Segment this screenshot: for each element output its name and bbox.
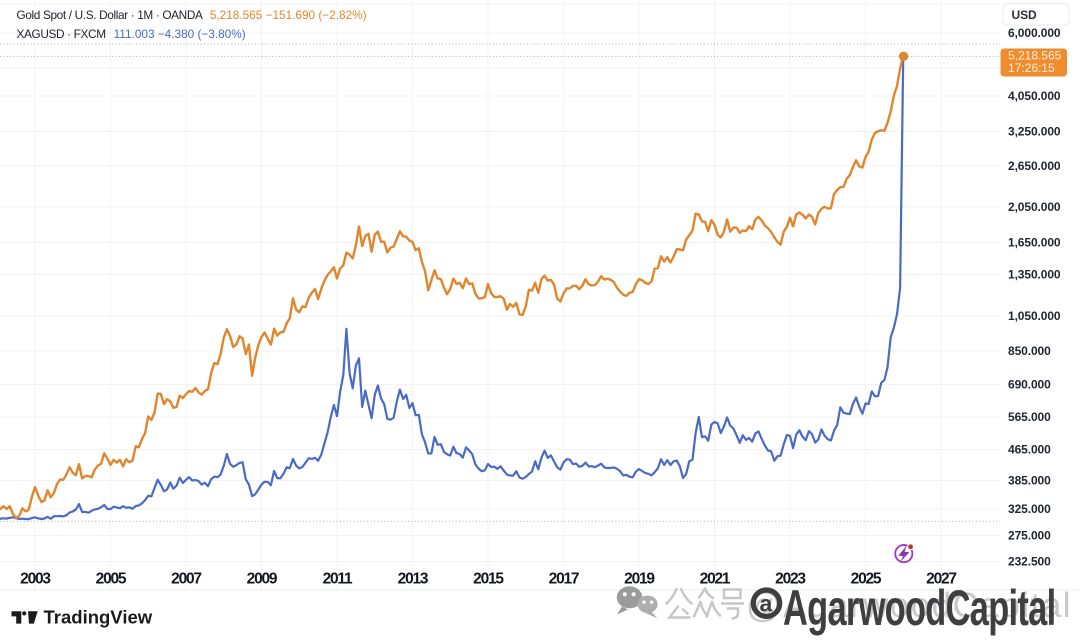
svg-text:17:26:15: 17:26:15 <box>1008 61 1055 75</box>
svg-text:325.000: 325.000 <box>1008 502 1051 516</box>
svg-text:2,650.000: 2,650.000 <box>1008 159 1061 173</box>
svg-text:@AgarwoodCapital: @AgarwoodCapital <box>746 586 1072 625</box>
svg-text:2,050.000: 2,050.000 <box>1008 200 1061 214</box>
svg-text:2027: 2027 <box>926 571 956 588</box>
svg-text:2013: 2013 <box>398 571 429 588</box>
svg-text:2011: 2011 <box>323 571 353 588</box>
svg-text:3,250.000: 3,250.000 <box>1008 125 1061 139</box>
svg-text:2015: 2015 <box>473 571 504 588</box>
svg-text:2007: 2007 <box>171 571 201 588</box>
svg-text:2005: 2005 <box>96 571 127 588</box>
svg-text:1,350.000: 1,350.000 <box>1008 268 1061 282</box>
svg-text:5,218.565: 5,218.565 <box>1008 48 1062 62</box>
svg-text:2003: 2003 <box>20 571 51 588</box>
svg-text:275.000: 275.000 <box>1008 529 1051 543</box>
svg-text:850.000: 850.000 <box>1008 344 1051 358</box>
svg-text:a: a <box>760 591 773 617</box>
svg-text:6,000.000: 6,000.000 <box>1008 26 1061 40</box>
svg-text:465.000: 465.000 <box>1008 443 1051 457</box>
svg-text:2025: 2025 <box>851 571 882 588</box>
svg-text:690.000: 690.000 <box>1008 378 1051 392</box>
svg-text:1,050.000: 1,050.000 <box>1008 309 1061 323</box>
svg-text:565.000: 565.000 <box>1008 410 1051 424</box>
svg-text:2017: 2017 <box>549 571 579 588</box>
svg-text:2019: 2019 <box>624 571 655 588</box>
svg-text:4,050.000: 4,050.000 <box>1008 89 1061 103</box>
svg-text:2009: 2009 <box>247 571 278 588</box>
svg-text:2023: 2023 <box>775 571 806 588</box>
svg-text:AgarwoodCapital: AgarwoodCapital <box>783 581 1055 637</box>
svg-text:232.500: 232.500 <box>1008 555 1051 569</box>
svg-text:2021: 2021 <box>700 571 731 588</box>
svg-text:385.000: 385.000 <box>1008 474 1051 488</box>
svg-text:TradingView: TradingView <box>44 607 153 628</box>
svg-text:1,650.000: 1,650.000 <box>1008 236 1061 250</box>
svg-text:XAGUSD · FXCM 111.003 −4.380: XAGUSD · FXCM 111.003 −4.380 (−3.80%) <box>17 27 246 41</box>
svg-text:Gold Spot / U.S. Dollar · 1M ·: Gold Spot / U.S. Dollar · 1M · OANDA 5,2… <box>17 8 367 22</box>
svg-text:USD: USD <box>1012 8 1037 22</box>
